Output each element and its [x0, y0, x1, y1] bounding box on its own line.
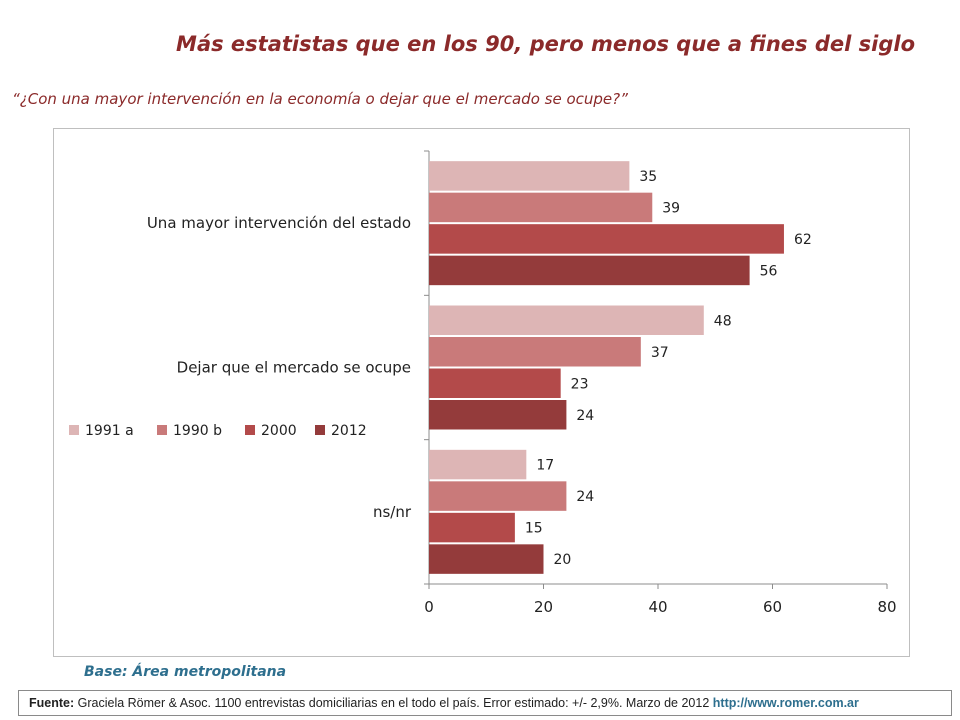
data-label: 23	[571, 376, 589, 392]
base-note: Base: Área metropolitana	[84, 664, 287, 680]
bar	[429, 449, 527, 480]
bar	[429, 305, 704, 335]
bar	[429, 337, 641, 367]
data-label: 48	[714, 313, 732, 329]
x-tick-label: 60	[763, 598, 782, 616]
chart-title: Más estatistas que en los 90, pero menos…	[176, 32, 915, 56]
bar	[429, 161, 630, 191]
data-label: 35	[639, 169, 657, 185]
bar	[429, 544, 544, 574]
chart-frame: 0 20 40 60 80 Una mayor intervención del esta…	[53, 128, 910, 657]
data-label: 20	[554, 552, 572, 568]
category-label: Una mayor intervención del estado	[147, 214, 411, 232]
legend-label: 2012	[331, 423, 367, 439]
legend-swatch	[245, 425, 255, 435]
legend-label: 2000	[261, 423, 297, 439]
data-label: 39	[662, 200, 680, 216]
data-label: 56	[760, 263, 778, 279]
chart-subtitle: “¿Con una mayor intervención en la econo…	[12, 90, 628, 108]
data-label: 24	[576, 408, 594, 424]
legend-swatch	[157, 425, 167, 435]
data-label: 24	[576, 489, 594, 505]
data-label: 37	[651, 345, 669, 361]
category-label: Dejar que el mercado se ocupe	[177, 359, 411, 377]
x-tick-label: 20	[534, 598, 553, 616]
x-tick-label: 80	[877, 598, 896, 616]
source-link[interactable]: http://www.romer.com.ar	[712, 696, 859, 710]
data-label: 62	[794, 232, 812, 248]
bar	[429, 400, 567, 430]
bar	[429, 512, 515, 543]
bar	[429, 192, 653, 223]
bar	[429, 481, 567, 511]
x-tick-label: 0	[424, 598, 434, 616]
source-label: Fuente:	[29, 696, 75, 710]
x-tick-label: 40	[648, 598, 667, 616]
bar	[429, 368, 561, 398]
source-text: Graciela Römer & Asoc. 1100 entrevistas …	[77, 696, 710, 710]
legend-swatch	[315, 425, 325, 435]
legend-swatch	[69, 425, 79, 435]
data-label: 17	[536, 458, 554, 474]
data-label: 15	[525, 521, 543, 537]
source-footer: Fuente: Graciela Römer & Asoc. 1100 entr…	[18, 690, 952, 716]
legend-label: 1990 b	[173, 423, 222, 439]
legend-label: 1991 a	[85, 423, 134, 439]
category-label: ns/nr	[373, 503, 412, 521]
bar	[429, 255, 750, 286]
bar	[429, 224, 784, 254]
bar-chart: 0 20 40 60 80 Una mayor intervención del esta…	[69, 150, 897, 616]
